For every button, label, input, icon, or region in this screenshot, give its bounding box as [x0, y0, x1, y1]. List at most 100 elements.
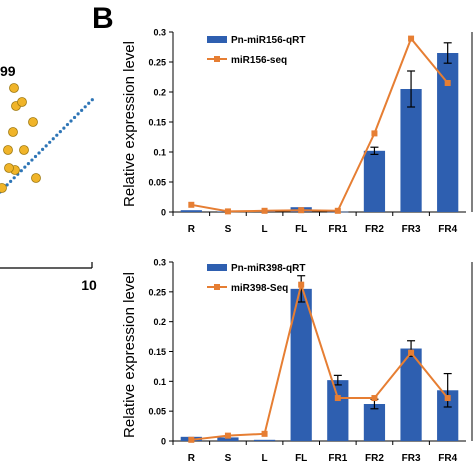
y-tick-label: 0.15	[148, 347, 166, 357]
partial-label-fragment: 99	[0, 63, 16, 79]
x-tick-label-r: R	[188, 224, 196, 235]
trend-line	[0, 98, 94, 194]
trend-dot	[90, 98, 94, 102]
trend-dot	[37, 151, 41, 155]
trend-dot	[87, 101, 91, 105]
line-mir398-seq	[191, 281, 449, 441]
partial-panel-a: 99 10	[0, 63, 97, 293]
legend-swatch-bar	[207, 36, 227, 43]
bar-fr1	[327, 380, 349, 441]
legend-label-line: miR156-seq	[231, 55, 287, 66]
x-tick-label-r: R	[188, 453, 196, 464]
scatter-point	[28, 117, 38, 127]
trend-dot	[55, 133, 59, 137]
bar-fr3	[400, 348, 422, 441]
bar-s	[217, 437, 239, 441]
y-tick-label: 0.25	[148, 58, 166, 68]
scatter-point	[0, 183, 7, 193]
x-tick-label-s: S	[225, 453, 232, 464]
panel-letter: B	[92, 2, 114, 35]
line-marker	[224, 208, 231, 215]
bar-fr3	[400, 89, 422, 212]
bar-fl	[290, 288, 312, 441]
trend-dot	[19, 169, 23, 173]
x-tick-label-fr1: FR1	[328, 453, 347, 464]
line-marker	[188, 201, 195, 208]
y-tick-label: 0.3	[153, 28, 166, 38]
line-mir156-seq	[191, 36, 449, 213]
line-marker	[408, 349, 415, 356]
y-tick-label: 0.05	[148, 178, 166, 188]
scatter-point	[17, 97, 27, 107]
line-marker	[334, 395, 341, 402]
trend-dot	[23, 165, 27, 169]
scatter-point	[4, 163, 14, 173]
bar-l	[253, 439, 276, 441]
y-tick-label: 0.1	[153, 148, 166, 158]
line-marker	[371, 130, 378, 137]
line-marker	[408, 35, 415, 42]
line-marker	[444, 395, 451, 402]
trend-dot	[48, 140, 52, 144]
x-tick-label-fr4: FR4	[438, 453, 457, 464]
legend-label-bar: Pn-miR398-qRT	[231, 263, 305, 274]
chart-mir156-ylabel: Relative expression level	[121, 41, 138, 207]
y-tick-label: 0.1	[153, 377, 166, 387]
scatter-points	[0, 83, 41, 193]
line-marker	[261, 207, 268, 214]
scatter-point	[9, 83, 19, 93]
trend-dot	[83, 105, 87, 109]
trend-dot	[80, 108, 84, 112]
trend-dot	[44, 144, 48, 148]
y-tick-label: 0.05	[148, 407, 166, 417]
trend-dot	[9, 179, 13, 183]
bar-r	[180, 210, 202, 212]
trend-dot	[12, 176, 16, 180]
x-tick-label-fr3: FR3	[402, 224, 421, 235]
line-marker	[444, 80, 451, 86]
line-marker	[224, 432, 231, 439]
x-tick-label-s: S	[225, 224, 232, 235]
bar-fr2	[363, 404, 386, 441]
partial-axis-tick-label: 10	[81, 277, 97, 293]
bar-fr2	[363, 150, 386, 212]
legend-swatch-bar	[207, 264, 227, 271]
x-tick-label-fl: FL	[295, 453, 307, 464]
x-tick-label-l: L	[262, 224, 268, 235]
trend-dot	[72, 115, 77, 120]
y-tick-label: 0.15	[148, 118, 166, 128]
y-tick-label: 0	[161, 208, 166, 218]
trend-dot	[62, 126, 66, 130]
x-tick-label-fl: FL	[295, 224, 307, 235]
scatter-point	[19, 145, 29, 155]
bar-fr4	[437, 53, 459, 212]
trend-dot	[41, 147, 45, 151]
trend-dot	[58, 130, 62, 134]
chart-mir398-ylabel: Relative expression level	[121, 272, 138, 438]
y-tick-label: 0.2	[153, 317, 166, 327]
x-tick-label-l: L	[262, 453, 268, 464]
line-marker	[371, 395, 378, 402]
scatter-point	[8, 127, 18, 137]
trend-dot	[76, 112, 80, 116]
line-marker	[188, 436, 195, 443]
trend-dot	[69, 119, 73, 123]
x-tick-label-fr2: FR2	[365, 224, 384, 235]
chart-mir156: Relative expression level 0 0.05 0.1 0.15 0.…	[121, 28, 473, 235]
y-tick-label: 0	[161, 437, 166, 447]
line-marker	[334, 207, 341, 214]
trend-dot	[51, 137, 55, 141]
x-tick-label-fr4: FR4	[438, 224, 457, 235]
y-tick-label: 0.3	[153, 258, 166, 268]
line-marker	[261, 430, 268, 437]
legend-swatch-marker	[214, 56, 220, 62]
y-tick-label: 0.25	[148, 287, 166, 297]
x-tick-label-fr3: FR3	[402, 453, 421, 464]
legend-label-bar: Pn-miR156-qRT	[231, 35, 305, 46]
trend-dot	[65, 122, 70, 127]
trend-dot	[30, 158, 34, 162]
trend-dot	[33, 154, 38, 159]
trend-dot	[26, 162, 30, 166]
x-tick-label-fr1: FR1	[328, 224, 347, 235]
